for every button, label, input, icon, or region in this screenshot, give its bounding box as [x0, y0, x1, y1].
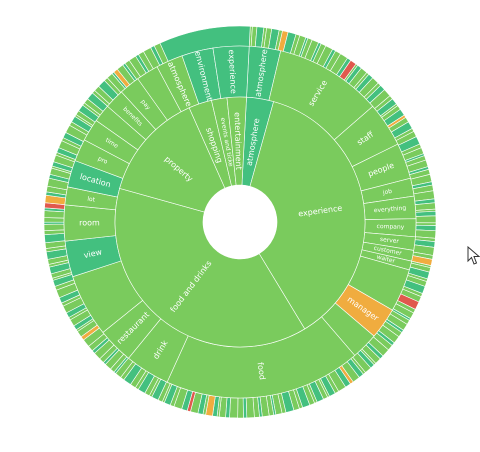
outer-segment-176[interactable]: [43, 221, 65, 225]
outer-segment-117[interactable]: [237, 397, 244, 419]
outer-segment-175[interactable]: [43, 223, 65, 232]
center-hole: [203, 185, 277, 259]
outer-segment-57[interactable]: [415, 215, 437, 224]
outer-segment-118[interactable]: [229, 397, 239, 419]
mouse-pointer-icon: [467, 246, 480, 265]
outer-segment-115[interactable]: [245, 397, 255, 419]
inner-ring: [114, 96, 366, 348]
outer-segment-177[interactable]: [43, 217, 65, 223]
middle-segment-18[interactable]: [63, 204, 117, 242]
middle-ring: [63, 45, 417, 399]
